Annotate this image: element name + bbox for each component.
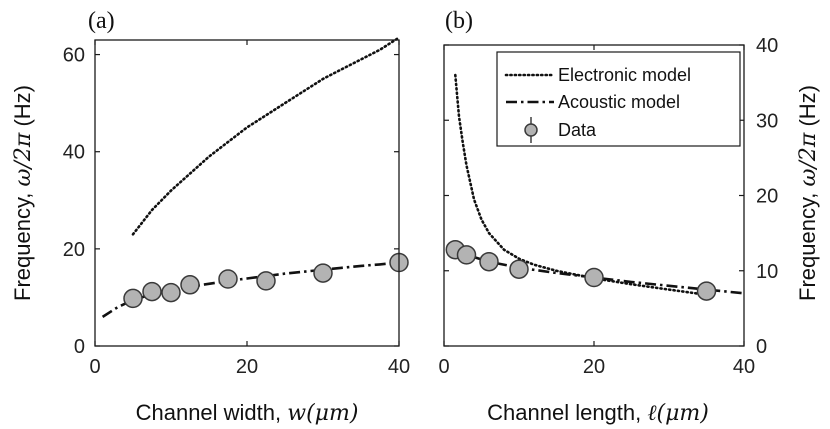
legend-acoustic-label: Acoustic model [558, 92, 680, 112]
panel-b-series [445, 73, 745, 301]
panel-b-x-title-text: Channel length, [487, 400, 647, 425]
panel-a-data-point [161, 282, 181, 303]
panel-b-x-tick-label: 0 [438, 356, 449, 378]
panel-b-acoustic-model-line [454, 248, 745, 295]
panel-a-electronic-model-line [131, 36, 401, 236]
panel-b-label: (b) [445, 8, 473, 34]
panel-b-data-point [479, 251, 499, 272]
panel-b-y-tick-label: 0 [756, 336, 767, 358]
panel-a-x-title-math: w(μm) [287, 401, 358, 426]
panel-a-y-tick-label: 0 [74, 336, 85, 358]
panel-b-y-tick-label: 10 [756, 261, 778, 283]
panel-b-data-point [696, 281, 717, 301]
panel-a-x-tick-label: 20 [236, 356, 258, 378]
panel-b-data-point [456, 245, 477, 265]
panel-b-y-title-math: ω/2π [796, 132, 821, 186]
panel-b-x-title-math: ℓ(μm) [647, 401, 709, 426]
legend: Electronic model Acoustic model Data [496, 51, 741, 147]
panel-a-y-tick-label: 40 [63, 142, 85, 164]
panel-a-data-point [256, 271, 276, 291]
panel-a-data-point [180, 275, 200, 295]
panel-a-series [101, 36, 409, 318]
panel-a-y-tick-label: 60 [63, 45, 85, 67]
panel-b-x-axis-title: Channel length, ℓ(μm) [487, 400, 709, 426]
panel-a-x-axis-title: Channel width, w(μm) [136, 400, 359, 426]
legend-data-marker [524, 123, 538, 137]
legend-data-label: Data [558, 120, 597, 140]
panel-a-x-tick-label: 0 [89, 356, 100, 378]
panel-b-y-tick-label: 20 [756, 186, 778, 208]
panel-b-y-axis-title: Frequency, ω/2π (Hz) [795, 85, 821, 301]
panel-a-y-tick-label: 20 [63, 239, 85, 261]
panel-b-electronic-model-line [454, 73, 708, 297]
panel-b-y-tick-label: 30 [756, 110, 778, 132]
panel-a-ticks: 0 20 40 0 20 40 60 [63, 40, 410, 378]
panel-a-x-title-text: Channel width, [136, 400, 288, 425]
panel-a-y-axis-title: Frequency, ω/2π (Hz) [10, 85, 36, 301]
panel-b-data-point [509, 259, 529, 279]
panel-a-data-point [218, 269, 238, 289]
panel-b-x-tick-label: 20 [583, 356, 605, 378]
panel-a-y-title-math: ω/2π [11, 132, 36, 186]
panel-a-label: (a) [88, 8, 115, 34]
legend-electronic-label: Electronic model [558, 65, 691, 85]
panel-a-x-tick-label: 40 [388, 356, 410, 378]
panel-a-y-title-unit: (Hz) [10, 85, 35, 133]
panel-b-y-title-text: Frequency, [795, 186, 820, 301]
panel-b-data-point [584, 267, 604, 288]
panel-b-y-title-unit: (Hz) [795, 85, 820, 133]
panel-b-y-tick-label: 40 [756, 35, 778, 57]
panel-b-x-tick-label: 40 [733, 356, 755, 378]
panel-a-data-point [313, 263, 333, 283]
panel-a-data-point [142, 281, 162, 302]
panel-a: (a) 0 20 40 0 20 40 60 Channel width, w(μm) Fr… [10, 8, 410, 426]
panel-a-y-title-text: Frequency, [10, 186, 35, 301]
panel-a-data-point [123, 288, 143, 309]
